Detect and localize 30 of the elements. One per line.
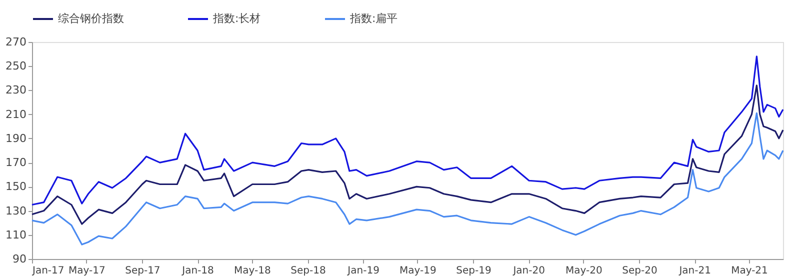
line-series <box>31 56 784 206</box>
y-tick-label: 210 <box>6 108 26 121</box>
x-tick-label: May-18 <box>234 266 271 276</box>
y-tick-label: 190 <box>6 132 26 145</box>
x-tick-label: Sep-19 <box>456 266 492 276</box>
y-tick-label: 270 <box>6 36 26 48</box>
x-tick-label: Jan-20 <box>512 266 545 276</box>
x-tick-label: May-17 <box>68 266 106 276</box>
y-tick-label: 110 <box>6 228 26 242</box>
legend-label: 综合钢价指数 <box>58 12 124 25</box>
x-tick-label: May-20 <box>566 266 602 276</box>
x-tick-label: Jan-21 <box>678 266 711 276</box>
y-tick-label: 90 <box>12 252 26 266</box>
x-tick-label: Jan-19 <box>346 266 380 276</box>
legend-label: 指数:长材 <box>212 12 261 25</box>
legend-label: 指数:扁平 <box>349 12 398 25</box>
x-tick-label: Jan-17 <box>32 266 64 276</box>
x-tick-label: Sep-18 <box>290 266 326 276</box>
x-tick-label: Sep-17 <box>125 266 160 276</box>
x-tick-label: May-21 <box>731 266 768 276</box>
x-tick-label: Jan-18 <box>181 266 214 276</box>
line-series <box>31 84 784 225</box>
y-tick-label: 170 <box>6 156 26 170</box>
x-tick-label: Sep-20 <box>622 266 658 276</box>
line-series <box>31 112 784 246</box>
y-tick-label: 150 <box>6 180 26 194</box>
x-tick-label: May-19 <box>400 266 436 276</box>
y-tick-label: 230 <box>6 84 26 97</box>
y-tick-label: 250 <box>6 60 26 73</box>
y-tick-label: 130 <box>6 204 26 218</box>
